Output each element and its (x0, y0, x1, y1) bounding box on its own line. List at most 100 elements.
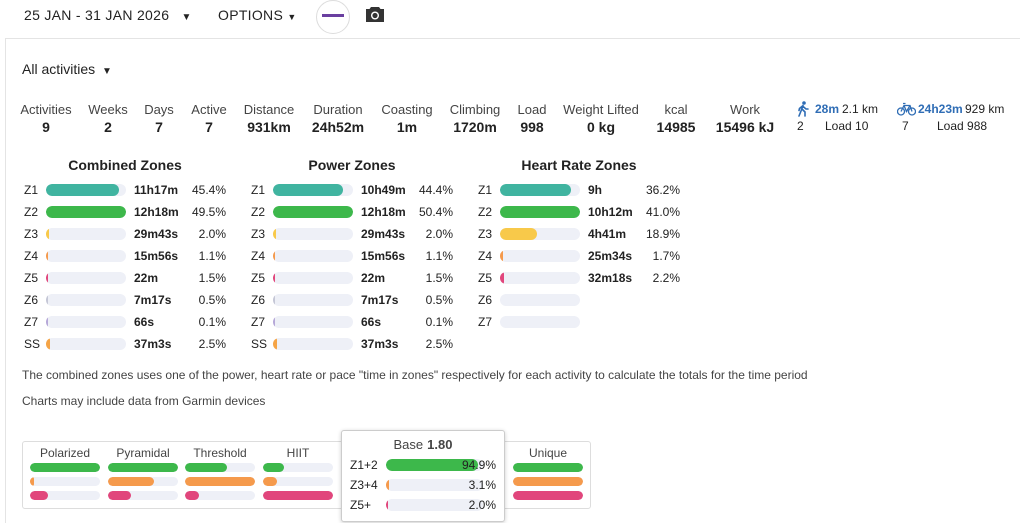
zone-time: 32m18s (588, 271, 633, 285)
zone-time: 11h17m (134, 183, 179, 197)
tooltip-bar (386, 479, 389, 491)
zone-bar (273, 206, 353, 218)
model-bar-track (263, 491, 333, 500)
zone-time: 10h49m (361, 183, 406, 197)
model-bar (513, 491, 583, 500)
zone-label: Z5 (24, 271, 39, 285)
stat-label: kcal (664, 102, 688, 117)
zone-pct: 41.0% (645, 205, 680, 219)
model-bar-track (185, 491, 255, 500)
zone-bar-track (46, 272, 126, 284)
model-bar-track (108, 491, 178, 500)
zone-bar (46, 272, 49, 284)
walk-icon (798, 101, 809, 117)
sport-count: 2 (797, 119, 804, 133)
model-bar-track (263, 477, 333, 486)
zone-pct: 18.9% (645, 227, 680, 241)
model-bar-track (513, 463, 583, 472)
zone-time: 22m (134, 271, 159, 285)
zone-time: 12h18m (361, 205, 406, 219)
zone-bar-track (273, 294, 353, 306)
zone-time: 29m43s (134, 227, 179, 241)
zone-label: Z4 (478, 249, 493, 263)
zone-bar (46, 206, 126, 218)
zone-bar-track (500, 184, 580, 196)
tooltip-bar-track (386, 479, 483, 491)
zone-time: 66s (361, 315, 382, 329)
model-name: Threshold (193, 446, 247, 460)
model-bar-track (30, 491, 100, 500)
model-bar (185, 477, 255, 486)
zone-bar-track (500, 316, 580, 328)
stat-value: 7 (155, 119, 163, 135)
model-bar-track (185, 463, 255, 472)
model-bar (108, 491, 132, 500)
zone-bar (273, 272, 276, 284)
stat-value: 0 kg (586, 119, 615, 135)
date-range[interactable]: 25 JAN - 31 JAN 2026 ▼ (24, 7, 192, 23)
options-menu[interactable]: OPTIONS ▼ (218, 7, 297, 23)
stat-value: 14985 (656, 119, 696, 135)
sport-count: 7 (902, 119, 909, 133)
zone-bar (46, 250, 48, 262)
zone-label: Z3 (251, 227, 266, 241)
tooltip-title: Base (393, 437, 424, 452)
zone-bar (46, 316, 48, 328)
tooltip-zone: Z5+ (350, 498, 372, 512)
stat-value: 2 (104, 119, 112, 135)
logo[interactable] (316, 0, 350, 34)
zone-label: Z5 (251, 271, 266, 285)
stat-label: Load (517, 102, 547, 117)
model-name: HIIT (286, 446, 310, 460)
model-bar (108, 477, 154, 486)
zone-bar-track (46, 316, 126, 328)
stat-label: Days (144, 102, 174, 117)
camera-icon[interactable] (365, 5, 385, 23)
zone-label: Z6 (251, 293, 266, 307)
stat-value: 9 (42, 119, 50, 135)
stat-label: Coasting (381, 102, 433, 117)
zone-pct: 1.1% (425, 249, 453, 263)
stat-label: Weeks (88, 102, 128, 117)
zone-time: 4h41m (588, 227, 627, 241)
model-bar (185, 463, 227, 472)
stat-value: 931km (247, 119, 291, 135)
zone-label: Z6 (478, 293, 493, 307)
zone-label: Z7 (478, 315, 493, 329)
stat-label: Work (729, 102, 761, 117)
zone-label: Z1 (251, 183, 266, 197)
note: Charts may include data from Garmin devi… (22, 394, 266, 408)
zone-time: 7m17s (134, 293, 172, 307)
zone-label: Z2 (478, 205, 493, 219)
zone-bar (500, 184, 571, 196)
zone-pct: 2.5% (425, 337, 453, 351)
zone-label: Z6 (24, 293, 39, 307)
zone-bar-track (273, 272, 353, 284)
model-name: Pyramidal (116, 446, 170, 460)
zone-pct: 44.4% (418, 183, 453, 197)
zone-bar (46, 294, 48, 306)
zone-bar-track (46, 250, 126, 262)
zone-bar (273, 338, 277, 350)
zone-bar (273, 228, 277, 240)
zone-pct: 2.2% (652, 271, 680, 285)
stat-label: Distance (243, 102, 295, 117)
zone-pct: 50.4% (418, 205, 453, 219)
zone-bar-track (500, 250, 580, 262)
model-bar (513, 477, 583, 486)
zone-label: SS (251, 337, 268, 351)
date-range-text: 25 JAN - 31 JAN 2026 (24, 7, 170, 23)
top-bar (0, 0, 1020, 36)
options-text: OPTIONS (218, 7, 284, 23)
tooltip-title-row: Base 1.80 (341, 437, 505, 452)
zone-bar-track (46, 338, 126, 350)
filter[interactable]: All activities ▼ (22, 61, 112, 77)
stat-value: 998 (520, 119, 544, 135)
zone-bar (500, 250, 504, 262)
bike-icon (897, 102, 916, 116)
zone-label: Z2 (24, 205, 39, 219)
stat-label: Weight Lifted (563, 102, 639, 117)
zone-title: Combined Zones (68, 157, 182, 173)
tooltip-zone: Z3+4 (350, 478, 378, 492)
